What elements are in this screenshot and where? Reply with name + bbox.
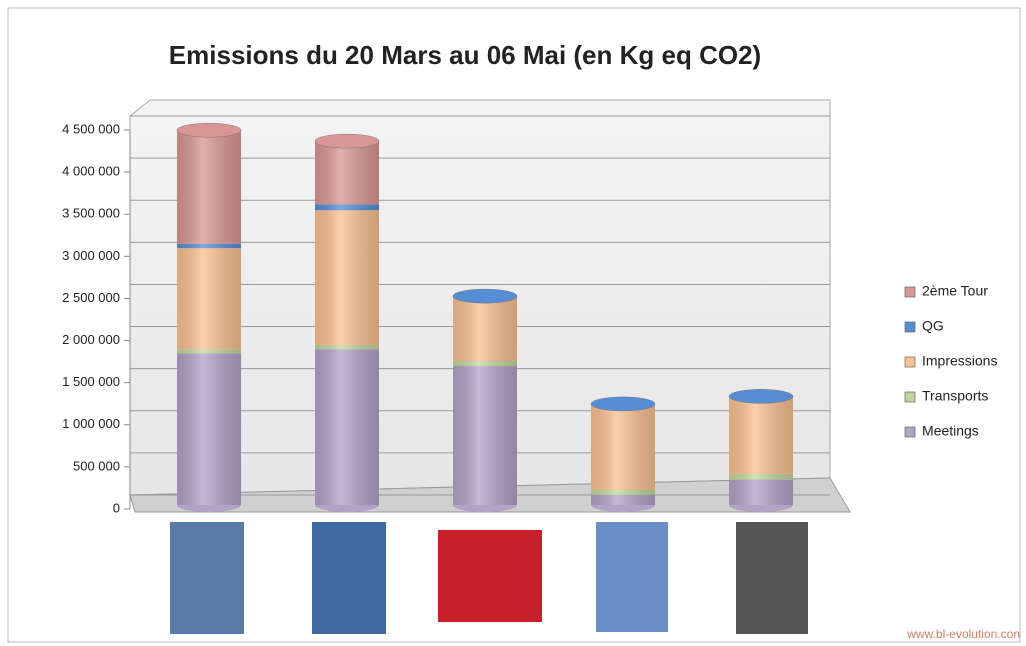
bar-shade — [315, 349, 379, 505]
bar-top — [177, 123, 241, 137]
photo — [312, 522, 386, 634]
bar-shade — [729, 480, 793, 505]
bar-shade — [315, 141, 379, 204]
y-tick-label: 2 000 000 — [62, 332, 120, 347]
legend-swatch — [905, 357, 915, 367]
legend-swatch — [905, 287, 915, 297]
photo — [438, 530, 542, 622]
y-tick-label: 1 000 000 — [62, 416, 120, 431]
bar-shade — [315, 345, 379, 349]
bar-shade — [453, 361, 517, 366]
legend-label: Transports — [922, 388, 988, 404]
legend-swatch — [905, 322, 915, 332]
bar-shade — [315, 210, 379, 345]
legend-swatch — [905, 427, 915, 437]
bar-shade — [177, 349, 241, 353]
legend-label: 2ème Tour — [922, 283, 988, 299]
bar-top — [729, 389, 793, 403]
photo — [170, 522, 244, 634]
bar-shade — [591, 490, 655, 495]
bar-shade — [591, 406, 655, 490]
legend-swatch — [905, 392, 915, 402]
bar-shade — [591, 495, 655, 505]
y-tick-label: 1 500 000 — [62, 374, 120, 389]
y-tick-label: 4 000 000 — [62, 164, 120, 179]
chart: Emissions du 20 Mars au 06 Mai (en Kg eq… — [0, 0, 1026, 646]
bar-shade — [315, 204, 379, 210]
bar-shade — [177, 248, 241, 349]
bar-shade — [177, 353, 241, 505]
y-tick-label: 500 000 — [73, 458, 120, 473]
bar-shade — [453, 298, 517, 361]
y-tick-label: 3 000 000 — [62, 248, 120, 263]
photo — [736, 522, 808, 634]
legend-label: Meetings — [922, 423, 979, 439]
y-tick-label: 3 500 000 — [62, 206, 120, 221]
bar-shade — [729, 398, 793, 474]
legend-label: QG — [922, 318, 944, 334]
bar-shade — [177, 244, 241, 248]
bar-shade — [729, 474, 793, 480]
chart-title: Emissions du 20 Mars au 06 Mai (en Kg eq… — [169, 40, 761, 70]
bar-shade — [177, 130, 241, 244]
y-tick-label: 4 500 000 — [62, 121, 120, 136]
bar-top — [315, 134, 379, 148]
bar-top — [591, 397, 655, 411]
photo — [596, 522, 668, 632]
y-tick-label: 2 500 000 — [62, 290, 120, 305]
legend-label: Impressions — [922, 353, 997, 369]
bar-top — [453, 289, 517, 303]
bar-shade — [453, 366, 517, 505]
source: www.bl-evolution.con — [906, 627, 1020, 641]
y-tick-label: 0 — [113, 500, 120, 515]
